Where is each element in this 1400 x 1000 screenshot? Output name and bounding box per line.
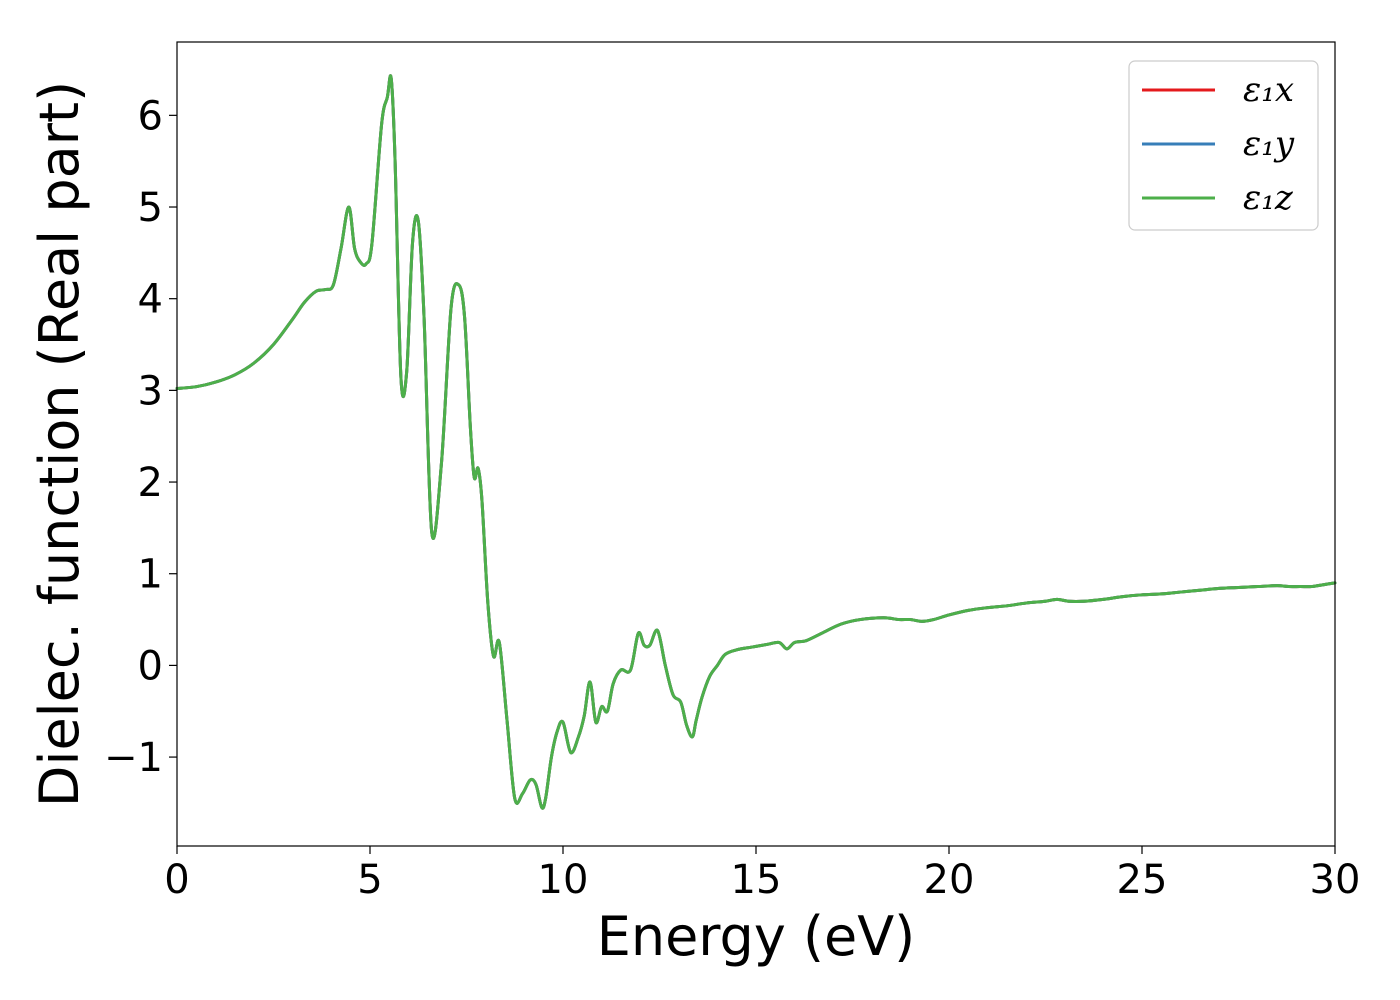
x-tick-label: 30 bbox=[1310, 857, 1361, 903]
x-tick-label: 5 bbox=[357, 857, 382, 903]
y-tick-label: 3 bbox=[138, 368, 163, 414]
y-axis-title: Dielec. function (Real part) bbox=[28, 81, 91, 807]
series-line-3 bbox=[175, 74, 1337, 810]
y-tick-label: 6 bbox=[138, 93, 163, 139]
legend-label-2: ε₁y bbox=[1243, 124, 1295, 164]
y-tick-label: 0 bbox=[138, 643, 163, 689]
legend: ε₁x ε₁y ε₁z bbox=[1128, 60, 1319, 231]
legend-box bbox=[1128, 60, 1319, 231]
legend-label-1: ε₁x bbox=[1243, 70, 1294, 110]
y-tick-label: −1 bbox=[104, 735, 163, 781]
y-tick-label: 1 bbox=[138, 552, 163, 598]
x-tick-label: 15 bbox=[731, 857, 782, 903]
y-tick-label: 4 bbox=[138, 277, 163, 323]
y-axis: −1 0 1 2 3 4 5 6 bbox=[104, 93, 177, 781]
x-tick-label: 20 bbox=[924, 857, 975, 903]
legend-items: ε₁x ε₁y ε₁z bbox=[1142, 70, 1295, 218]
x-axis: 0 5 10 15 20 25 30 bbox=[164, 846, 1360, 903]
series-layer bbox=[175, 74, 1337, 810]
y-tick-label: 5 bbox=[138, 185, 163, 231]
x-axis-title: Energy (eV) bbox=[597, 905, 916, 968]
y-tick-label: 2 bbox=[138, 460, 163, 506]
legend-label-3: ε₁z bbox=[1243, 178, 1294, 218]
x-tick-label: 25 bbox=[1117, 857, 1168, 903]
x-tick-label: 10 bbox=[538, 857, 589, 903]
x-tick-label: 0 bbox=[164, 857, 189, 903]
